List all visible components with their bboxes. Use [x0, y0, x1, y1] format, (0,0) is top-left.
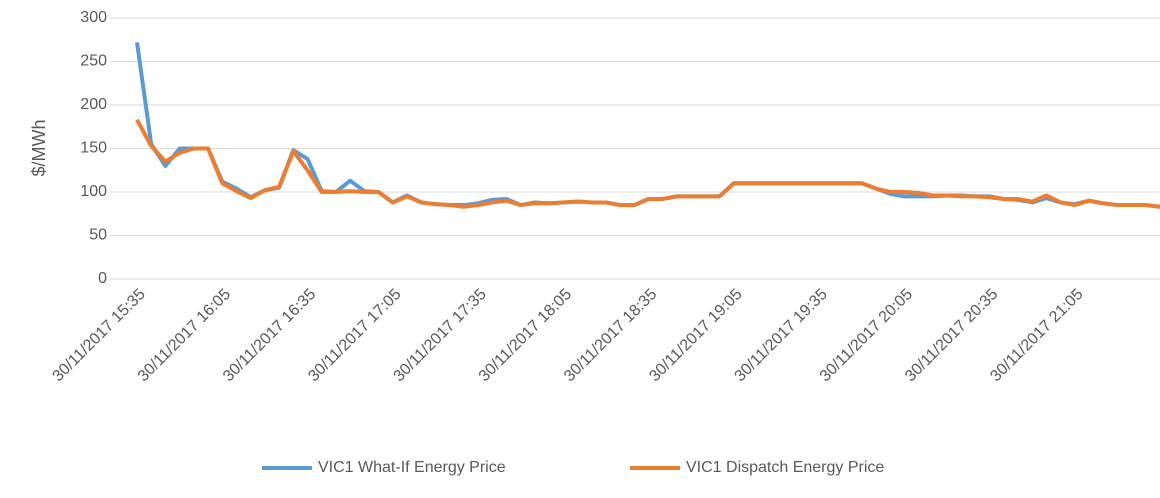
y-tick-label: 150 [80, 140, 107, 157]
x-tick-label: 30/11/2017 18:05 [476, 286, 575, 385]
x-tick-label: 30/11/2017 17:05 [305, 286, 404, 385]
y-tick-label: 0 [98, 270, 107, 287]
series-line [135, 118, 1160, 209]
y-axis-title: $/MWh [29, 119, 49, 176]
y-tick-label: 200 [80, 96, 107, 113]
y-tick-label: 250 [80, 53, 107, 70]
x-tick-label: 30/11/2017 20:35 [902, 286, 1001, 385]
series-line [135, 42, 1160, 209]
legend-label: VIC1 What-If Energy Price [318, 459, 506, 476]
legend-label: VIC1 Dispatch Energy Price [686, 459, 884, 476]
y-tick-label: 100 [80, 183, 107, 200]
x-tick-label: 30/11/2017 16:35 [220, 286, 319, 385]
x-tick-label: 30/11/2017 19:05 [646, 286, 745, 385]
x-tick-label: 30/11/2017 20:05 [817, 286, 916, 385]
y-tick-label: 300 [80, 9, 107, 26]
x-tick-label: 30/11/2017 21:05 [987, 286, 1086, 385]
x-tick-label: 30/11/2017 17:35 [391, 286, 490, 385]
y-tick-label: 50 [89, 227, 107, 244]
x-tick-label: 30/11/2017 19:35 [732, 286, 831, 385]
x-tick-label: 30/11/2017 15:35 [50, 286, 149, 385]
x-tick-label: 30/11/2017 16:05 [135, 286, 234, 385]
x-tick-label: 30/11/2017 18:35 [561, 286, 660, 385]
